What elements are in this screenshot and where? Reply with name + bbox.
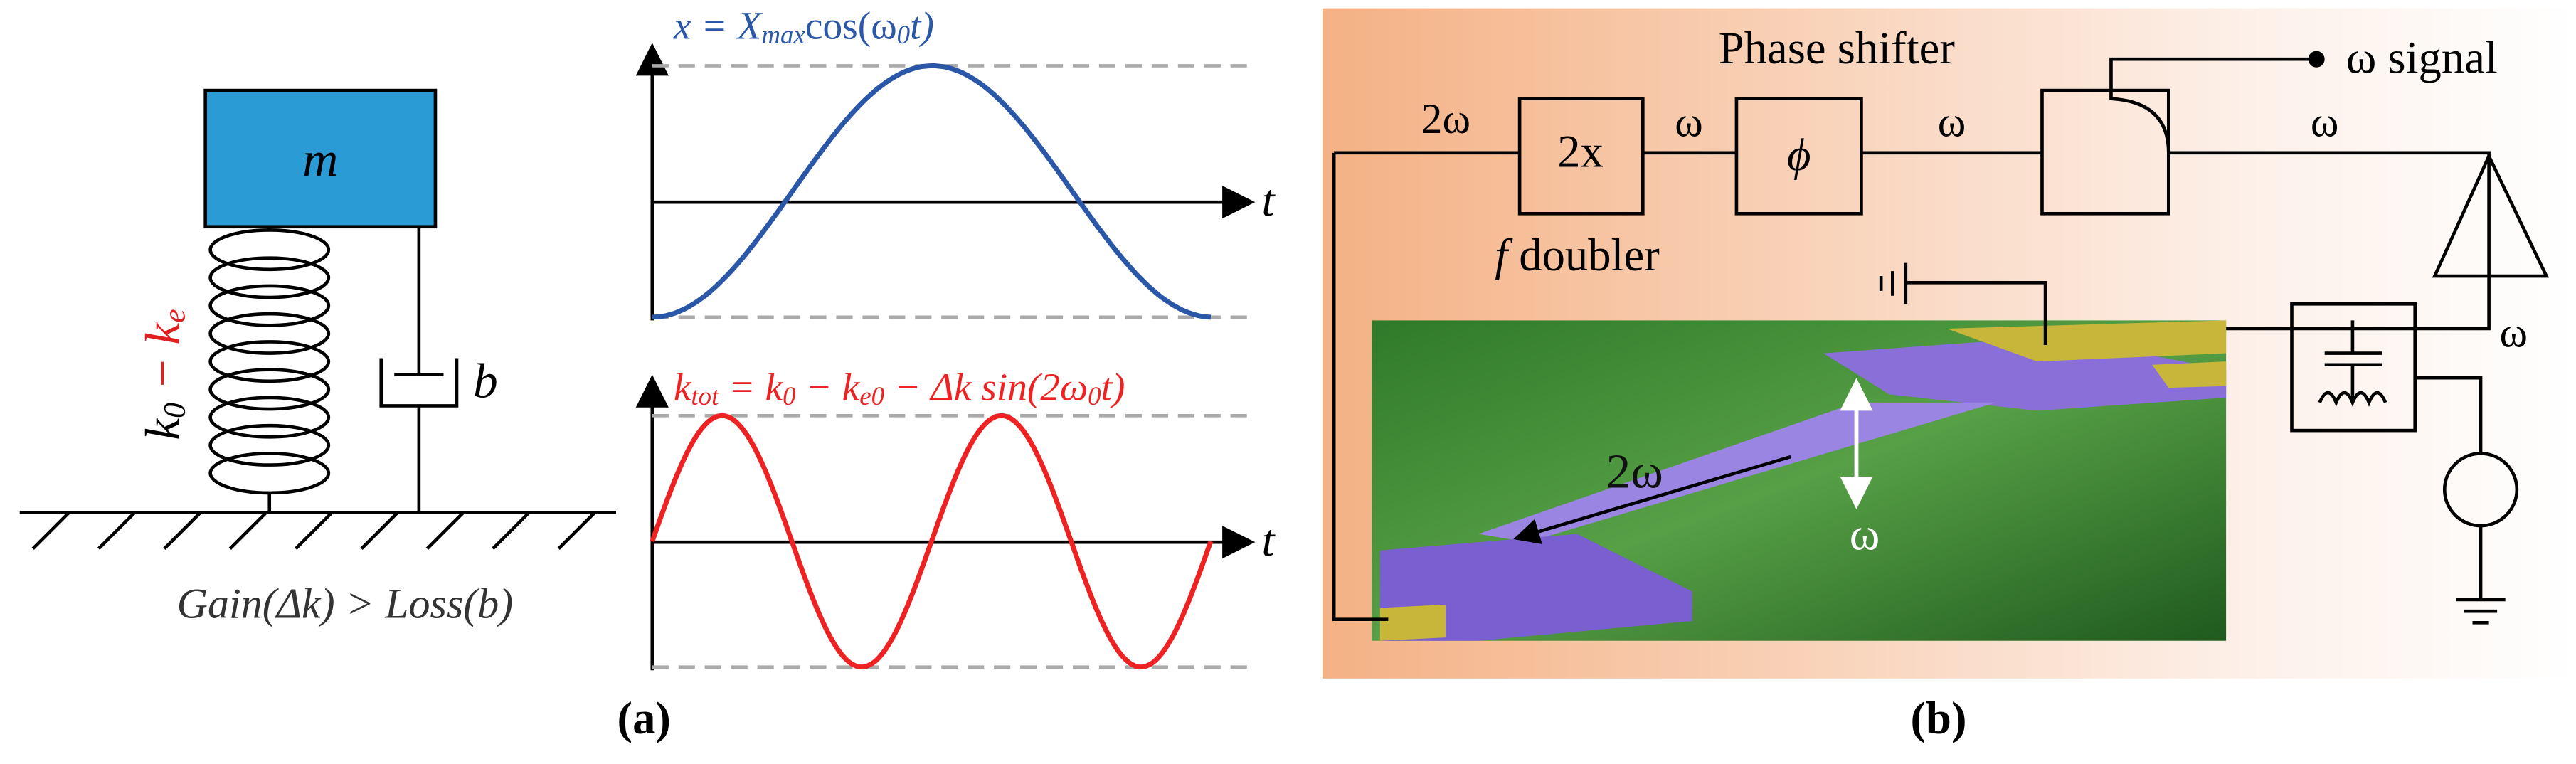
pad xyxy=(1379,604,1446,641)
wire xyxy=(1332,151,2491,622)
bias-circuit xyxy=(2318,320,2506,625)
beam-label: 2ω xyxy=(1606,444,1663,499)
phase-box-label: ϕ xyxy=(1787,129,1811,180)
spring-coil xyxy=(208,452,331,495)
mass-label: m xyxy=(302,132,338,186)
amplitude-lines xyxy=(652,64,1249,319)
wire-label: ω xyxy=(2311,98,2339,146)
doubler-box xyxy=(1517,97,1645,216)
displacement-equation: x = Xmaxcos(ω0t) xyxy=(673,4,934,49)
spring-coil xyxy=(208,340,331,383)
mass xyxy=(203,88,438,229)
wire-label: ω xyxy=(2499,308,2528,356)
wave-arrow xyxy=(1513,455,1791,545)
phase-box xyxy=(1734,97,1863,216)
pad xyxy=(1946,320,2227,362)
amplifier xyxy=(2432,152,2550,278)
condition: Gain(Δk) > Loss(b) xyxy=(177,579,514,627)
doubler-label: f doubler xyxy=(1495,229,1660,280)
pad xyxy=(2152,361,2227,388)
spring-coil xyxy=(208,423,331,467)
displacement-curve xyxy=(652,63,1212,320)
damper xyxy=(379,226,459,513)
stiffness-equation: ktot = k0 − ke0 − Δk sin(2ω0t) xyxy=(674,365,1125,410)
coupler-line xyxy=(2109,57,2317,153)
bias-tee xyxy=(2290,302,2417,433)
bottom-electrode xyxy=(1379,534,1692,641)
caption: (b) xyxy=(1910,692,1966,743)
panel-b: Phase shifter ω signal 2ω 2x ω ϕ ω ω f d… xyxy=(1322,8,2576,743)
spring-coil xyxy=(208,312,331,355)
panel-a: m b k0 − ke Gain(Δk) > Loss(b) x = Xmaxc… xyxy=(19,4,1276,743)
ground-hatch xyxy=(31,511,596,551)
wire-label: 2ω xyxy=(1421,95,1470,142)
beam-label: ω xyxy=(1850,508,1880,559)
spring-coil xyxy=(208,396,331,439)
doubler-box-label: 2x xyxy=(1557,125,1604,176)
damper-label: b xyxy=(473,354,498,408)
terminal xyxy=(2308,51,2325,68)
stiffness-curve xyxy=(650,413,1214,670)
caption: (a) xyxy=(618,692,671,743)
signal-label: ω signal xyxy=(2346,32,2498,83)
spring-label: k0 − ke xyxy=(134,309,191,440)
ground-symbol xyxy=(1879,262,2047,346)
spring-coil xyxy=(208,368,331,411)
axis-label: t xyxy=(1262,515,1276,566)
wire-label: ω xyxy=(1675,98,1703,146)
voltage-source xyxy=(2442,452,2519,528)
phase-shifter-label: Phase shifter xyxy=(1719,22,1955,73)
amplitude-lines xyxy=(652,414,1249,669)
wire-label: ω xyxy=(1938,98,1966,146)
spring-coil xyxy=(208,256,331,299)
spring xyxy=(208,226,331,513)
axis-label: t xyxy=(1262,175,1276,226)
spring-coil xyxy=(208,284,331,327)
